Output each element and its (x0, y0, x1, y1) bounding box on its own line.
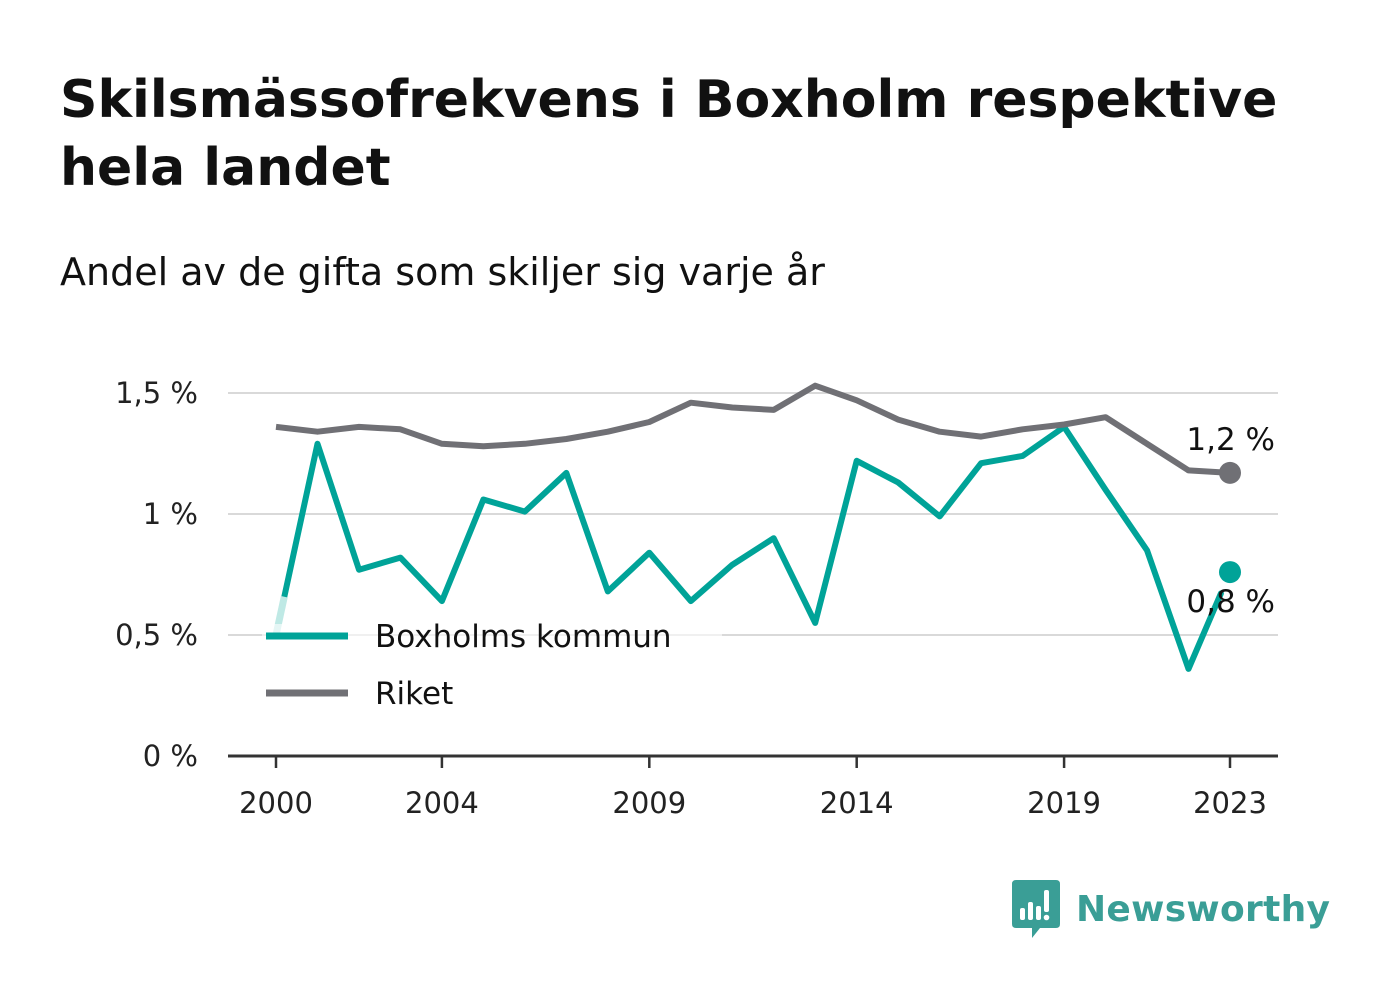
series-line-tail (1185, 590, 1224, 672)
y-tick-label: 1 % (143, 497, 198, 531)
chart-title: Skilsmässofrekvens i Boxholm respektive … (60, 70, 1278, 198)
x-tick-label: 2009 (612, 786, 686, 820)
series-lines (272, 382, 1241, 672)
y-tick-label: 0 % (143, 739, 198, 773)
brand-name: Newsworthy (1076, 888, 1331, 930)
x-tick-label: 2004 (405, 786, 479, 820)
series-line (273, 423, 1192, 670)
legend-label: Boxholms kommun (375, 619, 672, 655)
y-tick-label: 1,5 % (115, 376, 198, 410)
x-tick-label: 2014 (820, 786, 894, 820)
chart-subtitle: Andel av de gifta som skiljer sig varje … (60, 250, 825, 294)
y-tick-label: 0,5 % (115, 618, 198, 652)
y-axis-ticks: 0 % 0,5 % 1 % 1,5 % (115, 376, 198, 773)
x-axis: 2000 2004 2009 2014 2019 2023 (228, 754, 1278, 820)
end-value-label: 0,8 % (1186, 584, 1275, 620)
end-value-label: 1,2 % (1186, 422, 1275, 458)
end-point-marker (1219, 561, 1241, 584)
newsworthy-logo: Newsworthy (1010, 878, 1330, 940)
end-point-marker (1219, 461, 1241, 484)
series-line (275, 382, 1191, 473)
x-tick-label: 2023 (1193, 786, 1267, 820)
newsworthy-logo-icon (1012, 880, 1060, 938)
end-labels: 0,8 % 1,2 % (1186, 422, 1275, 620)
legend: Boxholms kommun Riket (262, 619, 722, 712)
legend-label: Riket (375, 676, 453, 712)
x-tick-label: 2000 (239, 786, 313, 820)
x-tick-label: 2019 (1027, 786, 1101, 820)
